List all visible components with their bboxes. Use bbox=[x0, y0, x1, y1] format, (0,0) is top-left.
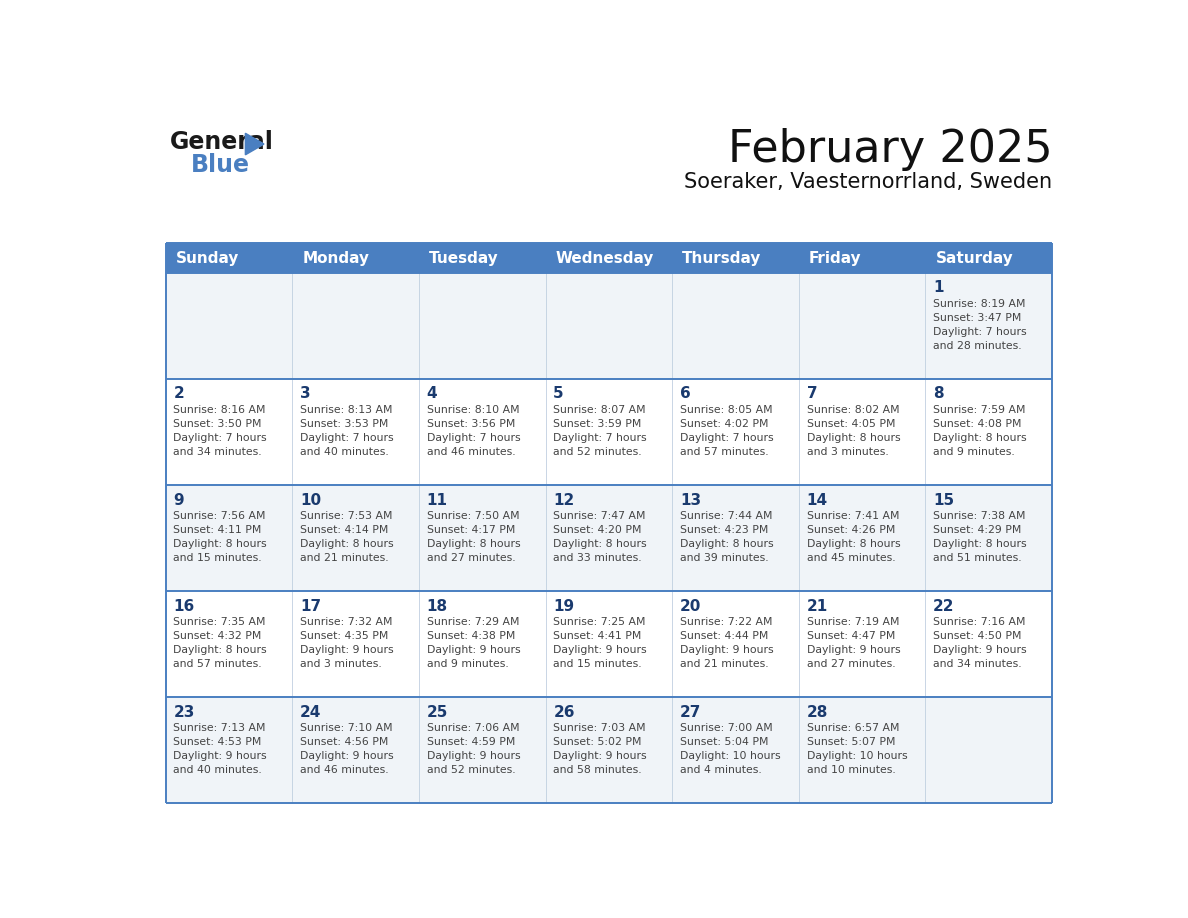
Text: 12: 12 bbox=[554, 493, 575, 508]
Text: 20: 20 bbox=[680, 599, 701, 613]
Text: Sunrise: 8:16 AM
Sunset: 3:50 PM
Daylight: 7 hours
and 34 minutes.: Sunrise: 8:16 AM Sunset: 3:50 PM Dayligh… bbox=[173, 405, 267, 457]
Polygon shape bbox=[246, 133, 264, 155]
Text: Sunrise: 8:07 AM
Sunset: 3:59 PM
Daylight: 7 hours
and 52 minutes.: Sunrise: 8:07 AM Sunset: 3:59 PM Dayligh… bbox=[554, 405, 647, 457]
Bar bbox=[165, 273, 1053, 379]
Text: 3: 3 bbox=[299, 386, 310, 401]
Text: Sunrise: 7:03 AM
Sunset: 5:02 PM
Daylight: 9 hours
and 58 minutes.: Sunrise: 7:03 AM Sunset: 5:02 PM Dayligh… bbox=[554, 723, 647, 775]
Text: Sunrise: 7:06 AM
Sunset: 4:59 PM
Daylight: 9 hours
and 52 minutes.: Sunrise: 7:06 AM Sunset: 4:59 PM Dayligh… bbox=[426, 723, 520, 775]
Bar bbox=[165, 591, 1053, 697]
Text: 1: 1 bbox=[934, 280, 943, 296]
Text: Sunrise: 7:16 AM
Sunset: 4:50 PM
Daylight: 9 hours
and 34 minutes.: Sunrise: 7:16 AM Sunset: 4:50 PM Dayligh… bbox=[934, 617, 1026, 669]
Text: 27: 27 bbox=[680, 705, 701, 720]
Text: Sunrise: 8:05 AM
Sunset: 4:02 PM
Daylight: 7 hours
and 57 minutes.: Sunrise: 8:05 AM Sunset: 4:02 PM Dayligh… bbox=[680, 405, 773, 457]
Text: Sunrise: 7:13 AM
Sunset: 4:53 PM
Daylight: 9 hours
and 40 minutes.: Sunrise: 7:13 AM Sunset: 4:53 PM Dayligh… bbox=[173, 723, 267, 775]
Text: February 2025: February 2025 bbox=[727, 128, 1053, 171]
Text: 18: 18 bbox=[426, 599, 448, 613]
Text: 8: 8 bbox=[934, 386, 944, 401]
Text: Sunrise: 7:50 AM
Sunset: 4:17 PM
Daylight: 8 hours
and 27 minutes.: Sunrise: 7:50 AM Sunset: 4:17 PM Dayligh… bbox=[426, 511, 520, 563]
Text: 24: 24 bbox=[299, 705, 321, 720]
Text: Sunrise: 8:02 AM
Sunset: 4:05 PM
Daylight: 8 hours
and 3 minutes.: Sunrise: 8:02 AM Sunset: 4:05 PM Dayligh… bbox=[807, 405, 901, 457]
Text: 11: 11 bbox=[426, 493, 448, 508]
Text: Sunrise: 7:38 AM
Sunset: 4:29 PM
Daylight: 8 hours
and 51 minutes.: Sunrise: 7:38 AM Sunset: 4:29 PM Dayligh… bbox=[934, 511, 1026, 563]
Text: 10: 10 bbox=[299, 493, 321, 508]
Text: Sunrise: 8:19 AM
Sunset: 3:47 PM
Daylight: 7 hours
and 28 minutes.: Sunrise: 8:19 AM Sunset: 3:47 PM Dayligh… bbox=[934, 299, 1026, 351]
Text: Sunrise: 7:44 AM
Sunset: 4:23 PM
Daylight: 8 hours
and 39 minutes.: Sunrise: 7:44 AM Sunset: 4:23 PM Dayligh… bbox=[680, 511, 773, 563]
Text: Sunrise: 7:59 AM
Sunset: 4:08 PM
Daylight: 8 hours
and 9 minutes.: Sunrise: 7:59 AM Sunset: 4:08 PM Dayligh… bbox=[934, 405, 1026, 457]
Bar bbox=[165, 379, 1053, 485]
Text: General: General bbox=[170, 130, 273, 154]
Bar bbox=[165, 243, 1053, 273]
Text: Soeraker, Vaesternorrland, Sweden: Soeraker, Vaesternorrland, Sweden bbox=[684, 172, 1053, 192]
Bar bbox=[165, 697, 1053, 803]
Text: Sunrise: 7:29 AM
Sunset: 4:38 PM
Daylight: 9 hours
and 9 minutes.: Sunrise: 7:29 AM Sunset: 4:38 PM Dayligh… bbox=[426, 617, 520, 669]
Text: Friday: Friday bbox=[809, 251, 861, 265]
Text: Wednesday: Wednesday bbox=[556, 251, 653, 265]
Text: Sunday: Sunday bbox=[176, 251, 239, 265]
Text: Sunrise: 7:32 AM
Sunset: 4:35 PM
Daylight: 9 hours
and 3 minutes.: Sunrise: 7:32 AM Sunset: 4:35 PM Dayligh… bbox=[299, 617, 393, 669]
Text: 17: 17 bbox=[299, 599, 321, 613]
Text: Sunrise: 7:22 AM
Sunset: 4:44 PM
Daylight: 9 hours
and 21 minutes.: Sunrise: 7:22 AM Sunset: 4:44 PM Dayligh… bbox=[680, 617, 773, 669]
Text: Sunrise: 7:19 AM
Sunset: 4:47 PM
Daylight: 9 hours
and 27 minutes.: Sunrise: 7:19 AM Sunset: 4:47 PM Dayligh… bbox=[807, 617, 901, 669]
Text: 5: 5 bbox=[554, 386, 564, 401]
Text: Saturday: Saturday bbox=[936, 251, 1013, 265]
Text: 6: 6 bbox=[680, 386, 690, 401]
Text: Sunrise: 6:57 AM
Sunset: 5:07 PM
Daylight: 10 hours
and 10 minutes.: Sunrise: 6:57 AM Sunset: 5:07 PM Dayligh… bbox=[807, 723, 908, 775]
Text: 4: 4 bbox=[426, 386, 437, 401]
Text: 14: 14 bbox=[807, 493, 828, 508]
Text: 21: 21 bbox=[807, 599, 828, 613]
Text: Sunrise: 7:35 AM
Sunset: 4:32 PM
Daylight: 8 hours
and 57 minutes.: Sunrise: 7:35 AM Sunset: 4:32 PM Dayligh… bbox=[173, 617, 267, 669]
Text: Sunrise: 7:00 AM
Sunset: 5:04 PM
Daylight: 10 hours
and 4 minutes.: Sunrise: 7:00 AM Sunset: 5:04 PM Dayligh… bbox=[680, 723, 781, 775]
Text: 2: 2 bbox=[173, 386, 184, 401]
Text: Sunrise: 7:53 AM
Sunset: 4:14 PM
Daylight: 8 hours
and 21 minutes.: Sunrise: 7:53 AM Sunset: 4:14 PM Dayligh… bbox=[299, 511, 393, 563]
Text: 19: 19 bbox=[554, 599, 574, 613]
Bar bbox=[165, 485, 1053, 591]
Text: Sunrise: 8:10 AM
Sunset: 3:56 PM
Daylight: 7 hours
and 46 minutes.: Sunrise: 8:10 AM Sunset: 3:56 PM Dayligh… bbox=[426, 405, 520, 457]
Text: Thursday: Thursday bbox=[682, 251, 762, 265]
Text: Monday: Monday bbox=[302, 251, 369, 265]
Text: 9: 9 bbox=[173, 493, 184, 508]
Text: Sunrise: 7:41 AM
Sunset: 4:26 PM
Daylight: 8 hours
and 45 minutes.: Sunrise: 7:41 AM Sunset: 4:26 PM Dayligh… bbox=[807, 511, 901, 563]
Text: 25: 25 bbox=[426, 705, 448, 720]
Text: 26: 26 bbox=[554, 705, 575, 720]
Text: Tuesday: Tuesday bbox=[429, 251, 499, 265]
Text: 28: 28 bbox=[807, 705, 828, 720]
Text: 15: 15 bbox=[934, 493, 954, 508]
Text: Sunrise: 7:25 AM
Sunset: 4:41 PM
Daylight: 9 hours
and 15 minutes.: Sunrise: 7:25 AM Sunset: 4:41 PM Dayligh… bbox=[554, 617, 647, 669]
Text: Sunrise: 8:13 AM
Sunset: 3:53 PM
Daylight: 7 hours
and 40 minutes.: Sunrise: 8:13 AM Sunset: 3:53 PM Dayligh… bbox=[299, 405, 393, 457]
Text: Sunrise: 7:10 AM
Sunset: 4:56 PM
Daylight: 9 hours
and 46 minutes.: Sunrise: 7:10 AM Sunset: 4:56 PM Dayligh… bbox=[299, 723, 393, 775]
Text: 13: 13 bbox=[680, 493, 701, 508]
Text: 7: 7 bbox=[807, 386, 817, 401]
Text: 22: 22 bbox=[934, 599, 955, 613]
Text: Sunrise: 7:56 AM
Sunset: 4:11 PM
Daylight: 8 hours
and 15 minutes.: Sunrise: 7:56 AM Sunset: 4:11 PM Dayligh… bbox=[173, 511, 267, 563]
Text: 16: 16 bbox=[173, 599, 195, 613]
Text: Blue: Blue bbox=[191, 153, 251, 177]
Text: 23: 23 bbox=[173, 705, 195, 720]
Text: Sunrise: 7:47 AM
Sunset: 4:20 PM
Daylight: 8 hours
and 33 minutes.: Sunrise: 7:47 AM Sunset: 4:20 PM Dayligh… bbox=[554, 511, 647, 563]
